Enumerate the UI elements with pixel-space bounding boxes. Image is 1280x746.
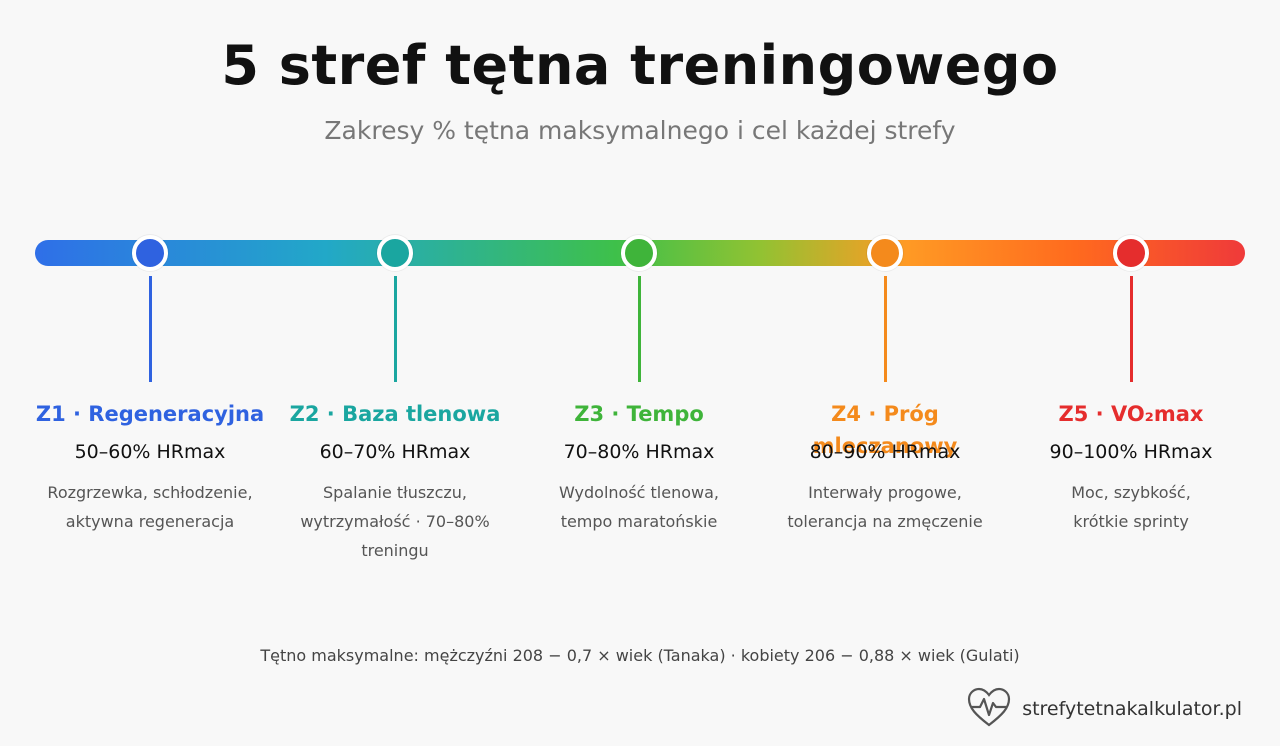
page-title: 5 stref tętna treningowego — [221, 34, 1059, 97]
zone-5-card: Z5 · VO₂max 90–100% HRmax Moc, szybkość,… — [1006, 398, 1256, 536]
zone-desc-line: aktywna regeneracja — [65, 512, 235, 531]
zone-desc-line: Interwały progowe, — [808, 483, 962, 502]
zone-title: Z1 · Regeneracyjna — [35, 402, 265, 426]
zone-desc-line: krótkie sprinty — [1073, 512, 1189, 531]
zone-4-card: Z4 · Próg mleczanowy 80–90% HRmax Interw… — [760, 398, 1010, 536]
zone-1-card: Z1 · Regeneracyjna 50–60% HRmax Rozgrzew… — [25, 398, 275, 536]
zone-5-connector — [1130, 276, 1133, 382]
zone-description: Wydolność tlenowa, tempo maratońskie — [514, 478, 764, 536]
zone-desc-line: tempo maratońskie — [560, 512, 718, 531]
zone-range: 50–60% HRmax — [74, 441, 226, 463]
zone-range: 90–100% HRmax — [1049, 441, 1213, 463]
brand-footer[interactable]: strefytetnakalkulator.pl — [966, 687, 1242, 731]
zone-desc-line: Wydolność tlenowa, — [558, 483, 719, 502]
zone-title: Z5 · VO₂max — [1058, 402, 1204, 426]
zone-title: Z3 · Tempo — [574, 402, 704, 426]
zone-desc-line: tolerancja na zmęczenie — [787, 512, 983, 531]
zone-3-card: Z3 · Tempo 70–80% HRmax Wydolność tlenow… — [514, 398, 764, 536]
heart-pulse-icon — [966, 685, 1012, 733]
zone-4-marker — [867, 235, 903, 271]
zone-2-card: Z2 · Baza tlenowa 60–70% HRmax Spalanie … — [270, 398, 520, 565]
zone-desc-line: Rozgrzewka, schłodzenie, — [47, 483, 253, 502]
zone-title: Z2 · Baza tlenowa — [289, 402, 501, 426]
zone-5-marker — [1113, 235, 1149, 271]
zone-description: Interwały progowe, tolerancja na zmęczen… — [760, 478, 1010, 536]
brand-name: strefytetnakalkulator.pl — [1022, 698, 1242, 720]
zone-1-marker — [132, 235, 168, 271]
zone-desc-line: treningu — [361, 541, 429, 560]
zone-1-connector — [149, 276, 152, 382]
zone-range: 80–90% HRmax — [809, 441, 961, 463]
zone-description: Spalanie tłuszczu, wytrzymałość · 70–80%… — [270, 478, 520, 565]
zone-title: Z4 · Próg mleczanowy — [812, 402, 958, 458]
zone-desc-line: Spalanie tłuszczu, — [323, 483, 467, 502]
zone-description: Moc, szybkość, krótkie sprinty — [1006, 478, 1256, 536]
zone-range: 60–70% HRmax — [319, 441, 471, 463]
zone-desc-line: Moc, szybkość, — [1071, 483, 1191, 502]
zone-3-connector — [638, 276, 641, 382]
page-subtitle: Zakresy % tętna maksymalnego i cel każde… — [324, 116, 956, 145]
zone-2-marker — [377, 235, 413, 271]
zone-range: 70–80% HRmax — [563, 441, 715, 463]
max-heart-rate-formula: Tętno maksymalne: mężczyźni 208 − 0,7 × … — [260, 646, 1020, 665]
zone-2-connector — [394, 276, 397, 382]
zone-4-connector — [884, 276, 887, 382]
zone-3-marker — [621, 235, 657, 271]
zone-description: Rozgrzewka, schłodzenie, aktywna regener… — [25, 478, 275, 536]
zone-desc-line: wytrzymałość · 70–80% — [300, 512, 490, 531]
